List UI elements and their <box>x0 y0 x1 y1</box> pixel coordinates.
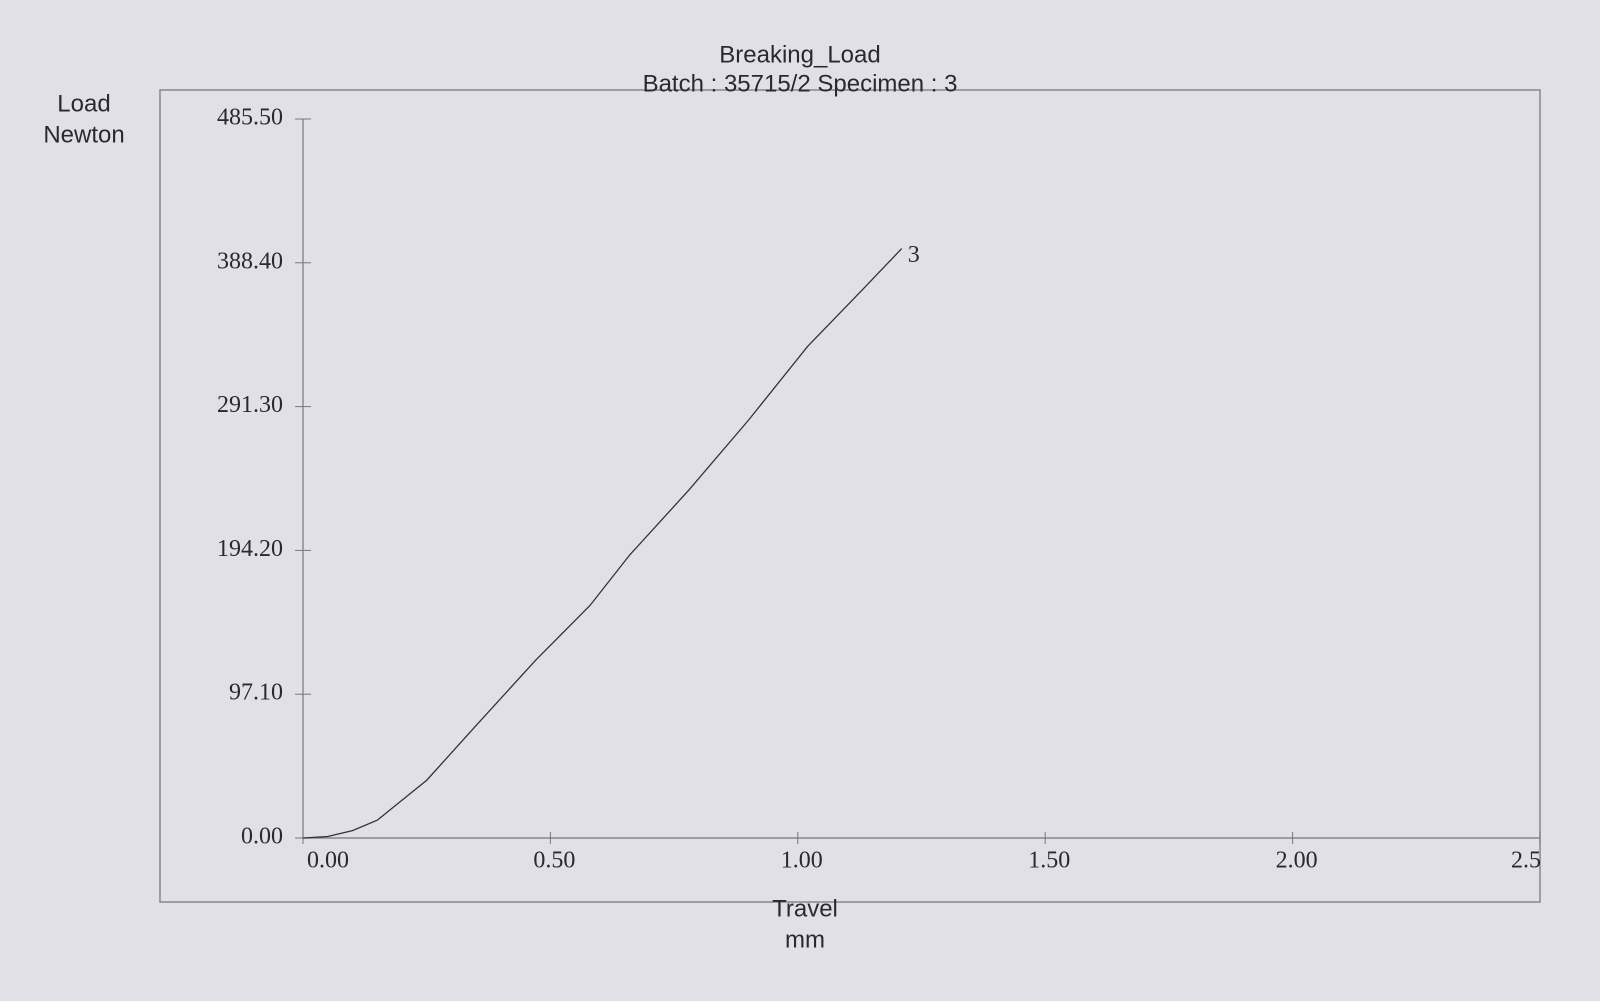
y-tick-label: 388.40 <box>217 248 283 274</box>
y-tick-label: 194.20 <box>217 536 283 562</box>
frame <box>159 89 1541 903</box>
chart-title: Breaking_Load <box>719 41 880 68</box>
data-line <box>302 248 903 839</box>
y-axis-label: Load <box>57 90 110 117</box>
x-tick-label: 0.00 <box>307 848 349 874</box>
series-label: 3 <box>908 242 920 268</box>
y-tick-label: 485.50 <box>217 105 283 131</box>
chart-subtitle: Batch : 35715/2 Specimen : 3 <box>643 70 958 97</box>
y-tick-label: 97.10 <box>229 680 283 706</box>
x-tick-label: 0.50 <box>533 848 575 874</box>
x-tick-label: 1.50 <box>1028 848 1070 874</box>
y-tick-label: 0.00 <box>241 824 283 850</box>
y-axis-unit: Newton <box>43 121 124 148</box>
x-tick-label: 2.5 <box>1511 848 1541 874</box>
y-tick-label: 291.30 <box>217 392 283 418</box>
x-axis-unit: mm <box>785 926 825 953</box>
x-tick-label: 2.00 <box>1276 848 1318 874</box>
x-tick-label: 1.00 <box>781 848 823 874</box>
x-axis-label: Travel <box>772 895 838 922</box>
